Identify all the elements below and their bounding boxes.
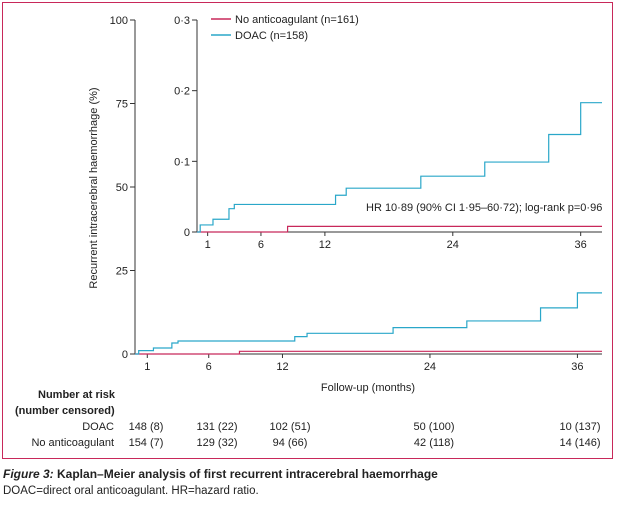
main-y-tick-label: 100 [110,15,128,27]
inset-line-doac [197,102,602,233]
inset-x-tick-label: 6 [258,239,264,251]
main-x-tick-label: 36 [571,361,583,373]
main-lines [135,292,602,355]
figure-caption-note: DOAC=direct oral anticoagulant. HR=hazar… [3,485,259,497]
main-y-tick-label: 75 [116,99,128,111]
risk-cell: 14 (146) [559,437,601,449]
main-line-doac [135,292,602,355]
inset-y-tick-label: 0 [184,227,190,239]
inset-x-tick-label: 12 [319,239,331,251]
figure-frame [2,2,613,459]
main-x-tick-label: 12 [276,361,288,373]
main-y-tick-label: 50 [116,182,128,194]
risk-row-label-no-anticoagulant: No anticoagulant [31,437,114,449]
figure-caption-title: Figure 3: Kaplan–Meier analysis of first… [3,467,438,481]
risk-heading-line2: (number censored) [15,405,115,417]
figure-label: Figure 3: [3,467,54,481]
risk-cell: 10 (137) [559,421,601,433]
inset-axes: 0 0·1 0·2 0·3 1 6 12 24 36 [174,15,602,251]
main-x-tick-label: 24 [424,361,436,373]
risk-cell: 131 (22) [196,421,238,433]
main-line-no-anticoagulant [135,350,602,355]
risk-cell: 148 (8) [128,421,164,433]
inset-line-no-anticoagulant [197,225,602,233]
risk-cell: 50 (100) [413,421,455,433]
risk-cell: 129 (32) [196,437,238,449]
inset-x-tick-label: 36 [575,239,587,251]
legend: No anticoagulant (n=161) DOAC (n=158) [211,14,359,42]
risk-heading-line1: Number at risk [38,389,116,401]
legend-label-doac: DOAC (n=158) [235,30,308,42]
risk-cell: 42 (118) [413,437,455,449]
inset-y-tick-label: 0·1 [174,156,190,168]
y-axis-label: Recurrent intracerebral haemorrhage (%) [88,87,100,288]
main-y-tick-label: 25 [116,266,128,278]
inset-lines [197,102,602,233]
inset-x-tick-label: 1 [205,239,211,251]
main-x-tick-label: 1 [144,361,150,373]
risk-row-label-doac: DOAC [82,421,114,433]
inset-y-tick-label: 0·2 [174,86,190,98]
risk-cell: 154 (7) [128,437,164,449]
figure-title: Kaplan–Meier analysis of first recurrent… [57,467,438,481]
risk-cell: 102 (51) [269,421,311,433]
main-x-tick-label: 6 [206,361,212,373]
legend-label-no-anticoagulant: No anticoagulant (n=161) [235,14,359,26]
km-chart: 0 25 50 75 100 1 6 12 24 36 0 0·1 0·2 0·3 1 6 12 24 36 No… [88,14,602,394]
hazard-ratio-annotation: HR 10·89 (90% CI 1·95–60·72); log-rank p… [366,202,602,214]
x-axis-label: Follow-up (months) [321,382,415,394]
risk-cell: 94 (66) [272,437,308,449]
main-axes: 0 25 50 75 100 1 6 12 24 36 [110,15,602,373]
inset-x-tick-label: 24 [447,239,459,251]
inset-y-tick-label: 0·3 [174,15,190,27]
main-y-tick-label: 0 [122,349,128,361]
